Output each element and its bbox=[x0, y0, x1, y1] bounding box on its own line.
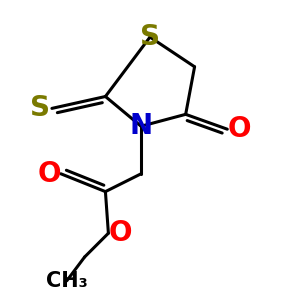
Text: O: O bbox=[227, 115, 251, 143]
Text: S: S bbox=[140, 23, 160, 51]
Text: CH₃: CH₃ bbox=[46, 271, 88, 291]
Text: O: O bbox=[37, 160, 61, 188]
Text: N: N bbox=[130, 112, 153, 140]
Text: O: O bbox=[109, 219, 132, 247]
Text: S: S bbox=[30, 94, 50, 122]
